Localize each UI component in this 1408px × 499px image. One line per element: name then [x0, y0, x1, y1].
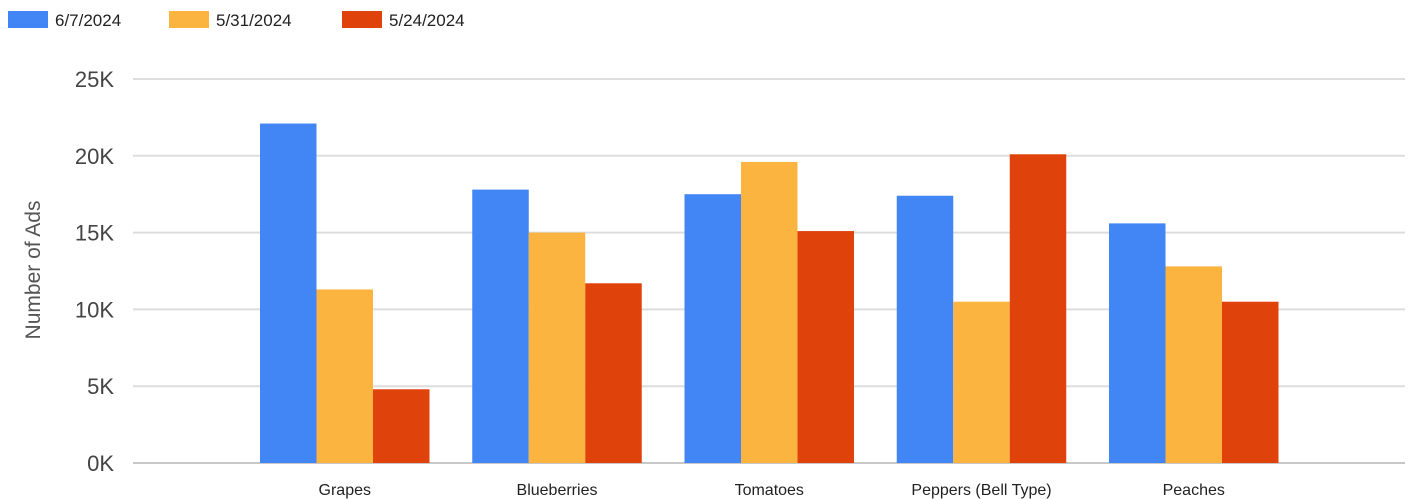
legend-label: 5/24/2024	[389, 11, 465, 30]
bar	[953, 301, 1010, 463]
y-tick-label: 15K	[75, 221, 114, 246]
legend-label: 6/7/2024	[55, 11, 121, 30]
bar	[1109, 223, 1166, 463]
y-tick-label: 5K	[87, 374, 114, 399]
bar	[1009, 154, 1067, 463]
bar	[585, 283, 642, 463]
bar	[896, 195, 954, 463]
bar	[528, 232, 586, 463]
bar	[684, 194, 741, 463]
bar	[472, 189, 529, 464]
bar	[797, 231, 854, 463]
x-tick-label: Blueberries	[517, 482, 598, 499]
bar	[373, 389, 430, 463]
y-tick-label: 0K	[87, 451, 114, 476]
x-tick-label: Peppers (Bell Type)	[911, 482, 1051, 499]
x-tick-label: Grapes	[319, 482, 371, 499]
y-tick-label: 25K	[75, 67, 114, 92]
bar	[1165, 266, 1222, 463]
y-axis-title: Number of Ads	[22, 201, 45, 340]
legend-label: 5/31/2024	[216, 11, 292, 30]
legend-swatch	[8, 11, 48, 28]
bar	[1222, 301, 1279, 463]
bars	[260, 123, 1279, 464]
legend-swatch	[342, 11, 382, 28]
legend-swatch	[169, 11, 209, 28]
y-axis-ticks: 0K 5K 10K 15K 20K 25K	[75, 67, 114, 476]
bar	[316, 289, 373, 463]
bar	[260, 123, 317, 463]
legend: 6/7/2024 5/31/2024 5/24/2024	[8, 11, 465, 30]
bar	[741, 161, 798, 463]
x-tick-label: Peaches	[1163, 482, 1225, 499]
y-tick-label: 10K	[75, 297, 114, 322]
y-tick-label: 20K	[75, 144, 114, 169]
x-axis-ticks: Grapes Blueberries Tomatoes Peppers (Bell T…	[319, 482, 1225, 499]
x-tick-label: Tomatoes	[735, 482, 804, 499]
